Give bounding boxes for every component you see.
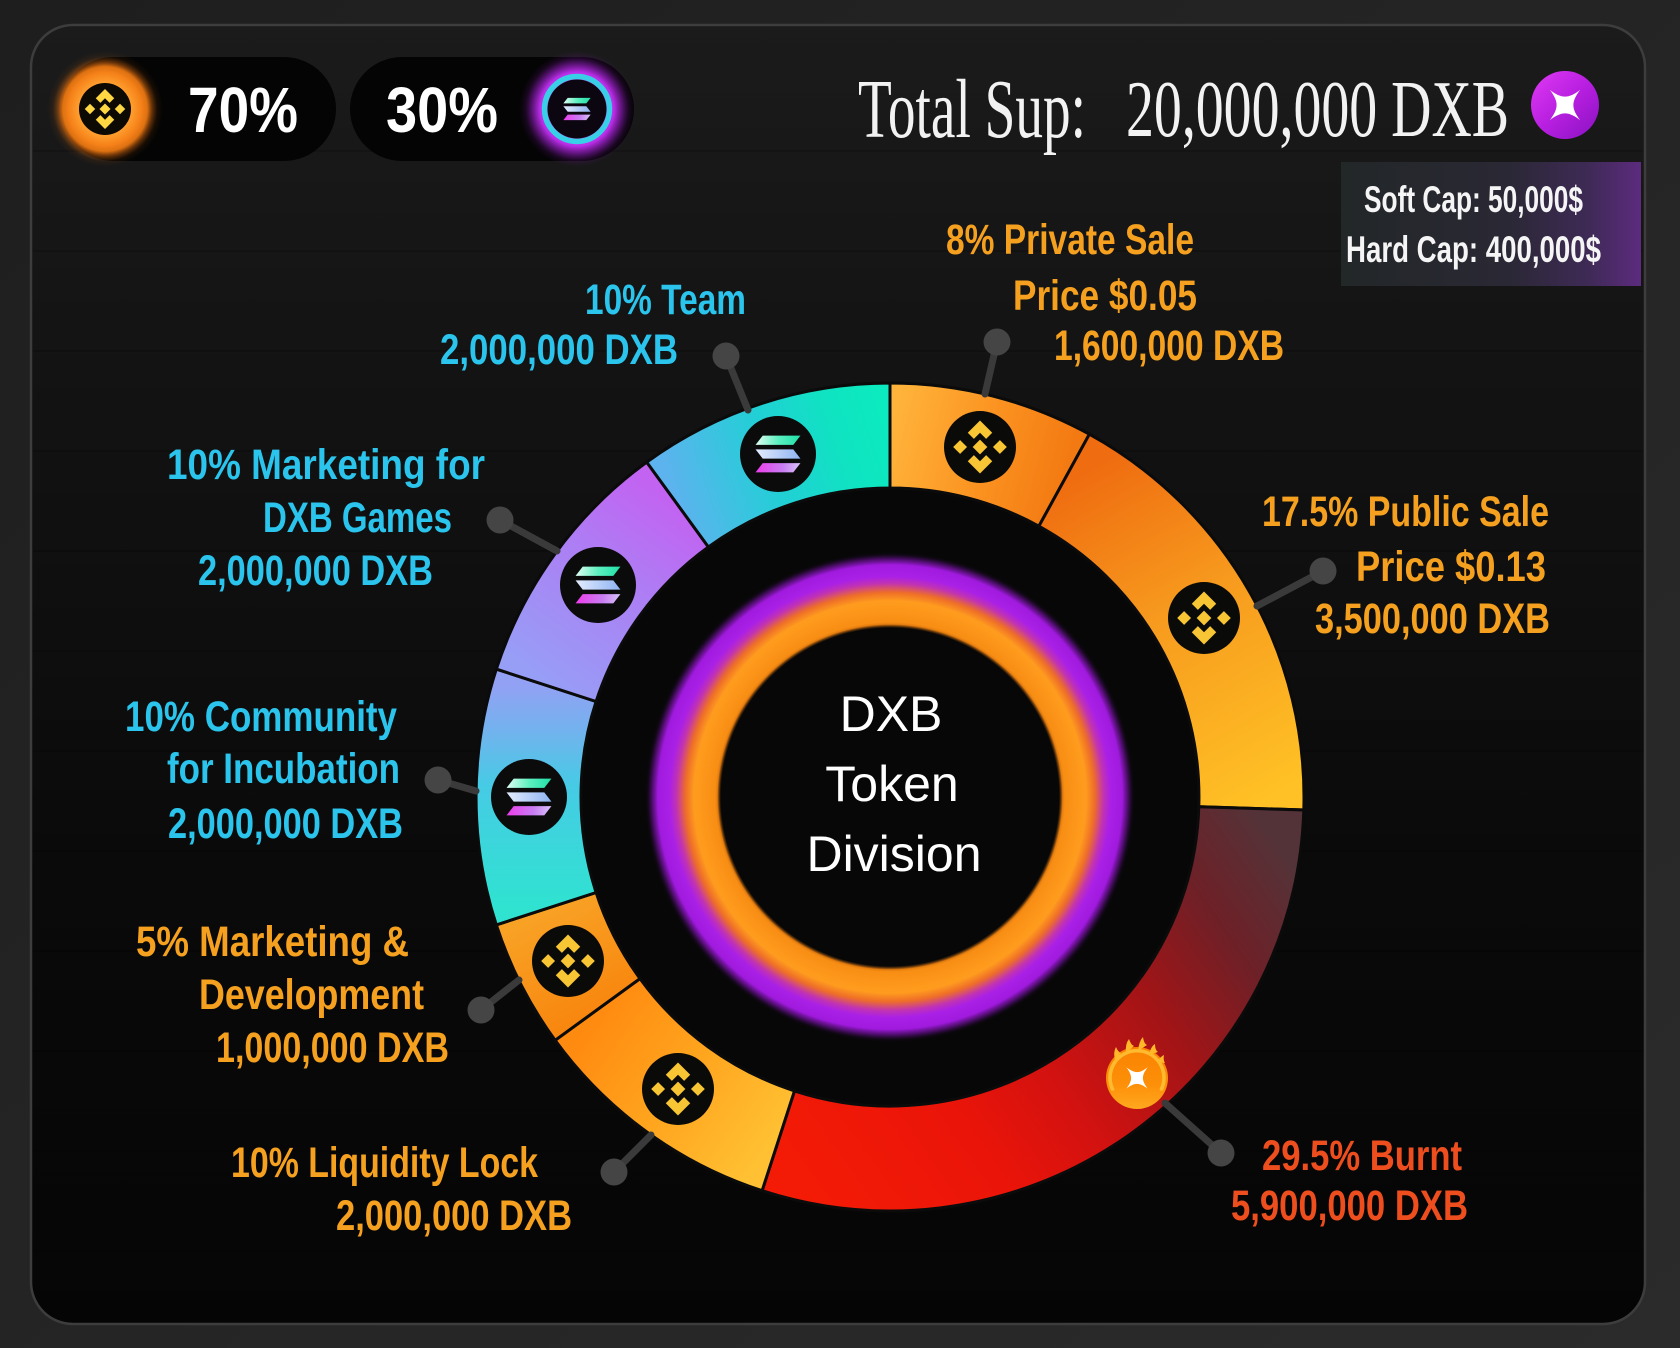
svg-text:for Incubation: for Incubation	[167, 746, 400, 793]
svg-text:10% Liquidity Lock: 10% Liquidity Lock	[231, 1140, 538, 1187]
svg-text:17.5% Public Sale: 17.5% Public Sale	[1262, 489, 1549, 536]
svg-text:30%: 30%	[386, 74, 498, 146]
svg-text:Hard Cap: 400,000$: Hard Cap: 400,000$	[1346, 229, 1601, 270]
svg-text:70%: 70%	[188, 74, 298, 146]
svg-text:DXB: DXB	[840, 686, 943, 742]
svg-text:2,000,000 DXB: 2,000,000 DXB	[168, 801, 403, 848]
svg-text:3,500,000 DXB: 3,500,000 DXB	[1315, 596, 1550, 643]
svg-text:2,000,000 DXB: 2,000,000 DXB	[336, 1193, 572, 1240]
svg-text:Development: Development	[199, 972, 424, 1019]
svg-text:10% Community: 10% Community	[125, 694, 397, 741]
svg-text:Division: Division	[806, 826, 981, 882]
svg-text:8% Private Sale: 8% Private Sale	[946, 217, 1194, 264]
svg-text:2,000,000 DXB: 2,000,000 DXB	[198, 548, 433, 595]
svg-text:29.5% Burnt: 29.5% Burnt	[1262, 1133, 1462, 1180]
svg-text:5,900,000 DXB: 5,900,000 DXB	[1231, 1183, 1468, 1230]
svg-text:1,000,000 DXB: 1,000,000 DXB	[216, 1025, 449, 1072]
svg-text:20,000,000 DXB: 20,000,000 DXB	[1126, 66, 1509, 154]
svg-text:5% Marketing &: 5% Marketing &	[136, 919, 409, 966]
svg-text:Price $0.05: Price $0.05	[1013, 273, 1197, 320]
svg-text:DXB Games: DXB Games	[263, 495, 452, 542]
svg-text:Soft Cap: 50,000$: Soft Cap: 50,000$	[1364, 179, 1583, 220]
svg-text:1,600,000 DXB: 1,600,000 DXB	[1054, 323, 1284, 370]
svg-text:2,000,000 DXB: 2,000,000 DXB	[440, 327, 678, 374]
svg-text:Price $0.13: Price $0.13	[1356, 544, 1546, 591]
svg-text:10% Team: 10% Team	[585, 277, 746, 324]
svg-text:Token: Token	[825, 756, 958, 812]
svg-text:Total Sup:: Total Sup:	[858, 63, 1086, 156]
svg-text:10% Marketing for: 10% Marketing for	[167, 442, 485, 489]
